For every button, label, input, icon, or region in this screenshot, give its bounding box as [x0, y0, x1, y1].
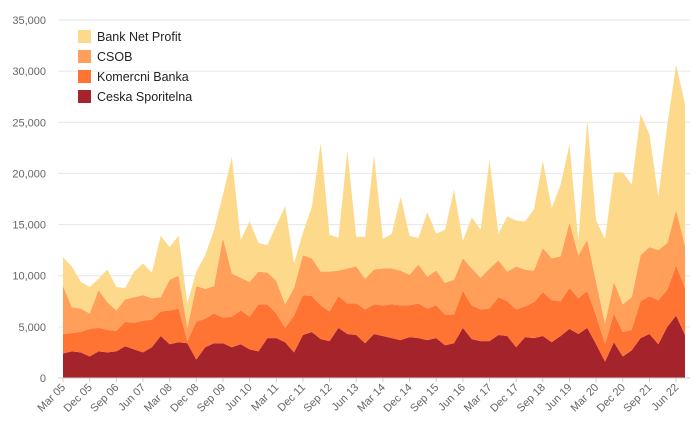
y-tick-label: 15,000 — [12, 220, 46, 232]
x-tick-label: Dec 08 — [168, 382, 201, 415]
x-tick-label: Sep 18 — [515, 382, 548, 415]
legend-label: Komercni Banka — [97, 70, 189, 84]
x-tick-label: Dec 05 — [62, 382, 95, 415]
x-tick-label: Mar 17 — [462, 382, 495, 415]
x-tick-label: Dec 11 — [275, 382, 308, 415]
legend-label: Bank Net Profit — [97, 30, 182, 44]
x-tick-label: Jun 19 — [543, 382, 575, 414]
area-series-group — [63, 65, 685, 378]
area-series-ceska-sporitelna — [63, 315, 685, 378]
x-tick-label: Jun 13 — [330, 382, 362, 414]
y-tick-label: 30,000 — [12, 66, 46, 78]
x-tick-label: Mar 20 — [569, 382, 602, 415]
x-tick-label: Sep 06 — [88, 382, 121, 415]
legend-swatch — [78, 90, 91, 103]
x-tick-label: Mar 05 — [35, 382, 68, 415]
x-tick-label: Jun 07 — [116, 382, 148, 414]
x-tick-label: Sep 15 — [408, 382, 441, 415]
x-tick-label: Mar 11 — [249, 382, 281, 414]
x-tick-label: Jun 22 — [649, 382, 681, 414]
x-tick-label: Sep 21 — [621, 382, 654, 415]
legend-label: CSOB — [97, 50, 132, 64]
x-tick-label: Mar 08 — [142, 382, 175, 415]
y-tick-label: 5,000 — [18, 322, 46, 334]
x-tick-label: Sep 09 — [195, 382, 228, 415]
x-tick-label: Mar 14 — [355, 382, 388, 415]
y-tick-label: 20,000 — [12, 168, 46, 180]
y-tick-label: 0 — [40, 373, 46, 385]
y-tick-label: 10,000 — [12, 271, 46, 283]
y-tick-label: 25,000 — [12, 117, 46, 129]
legend-swatch — [78, 30, 91, 43]
x-tick-label: Jun 16 — [436, 382, 468, 414]
legend-label: Ceska Sporitelna — [97, 90, 192, 104]
legend-swatch — [78, 70, 91, 83]
x-tick-label: Dec 14 — [382, 382, 415, 415]
x-tick-label: Dec 20 — [595, 382, 628, 415]
area-series-komercni-banka — [63, 265, 685, 362]
x-tick-label: Sep 12 — [302, 382, 335, 415]
area-series-bank-net-profit — [63, 65, 685, 328]
x-tick-label: Jun 10 — [223, 382, 255, 414]
legend-swatch — [78, 50, 91, 63]
x-tick-label: Dec 17 — [488, 382, 521, 415]
area-series-csob — [63, 210, 685, 345]
y-tick-label: 35,000 — [12, 15, 46, 27]
legend: Bank Net Profit CSOB Komercni Banka Ceska S… — [78, 30, 192, 104]
